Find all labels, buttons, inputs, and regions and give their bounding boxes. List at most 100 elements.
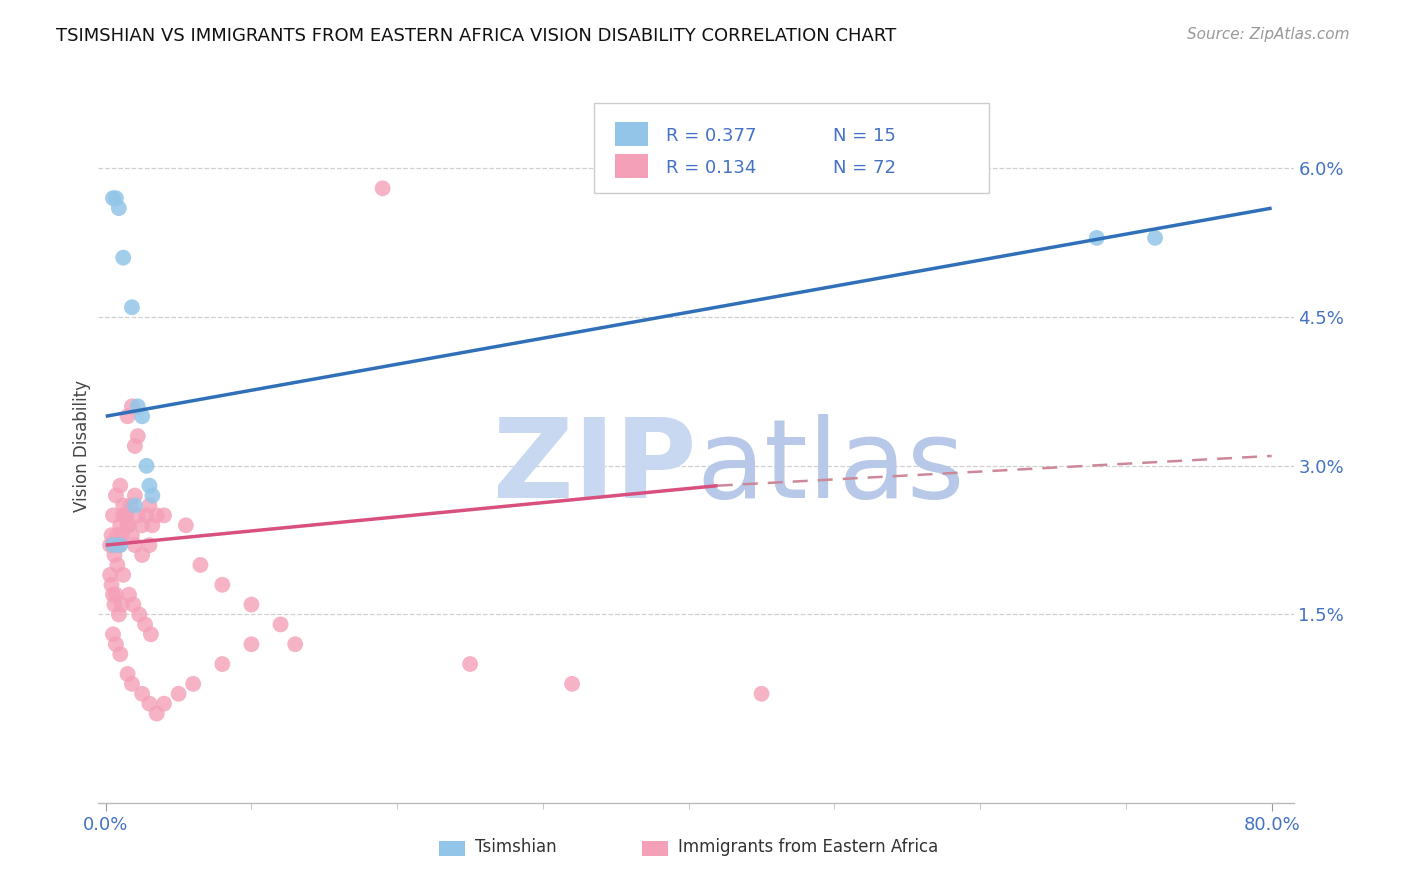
Point xyxy=(134,617,156,632)
Point xyxy=(108,607,131,622)
Text: R = 0.377: R = 0.377 xyxy=(666,127,756,145)
Point xyxy=(104,489,127,503)
Point xyxy=(115,508,138,523)
Point xyxy=(117,667,139,681)
Point xyxy=(751,687,773,701)
Point xyxy=(121,300,143,314)
Point xyxy=(121,400,143,414)
Text: Source: ZipAtlas.com: Source: ZipAtlas.com xyxy=(1187,27,1350,42)
Point xyxy=(104,588,127,602)
Point xyxy=(138,499,160,513)
Text: R = 0.134: R = 0.134 xyxy=(666,159,756,177)
Point xyxy=(141,489,163,503)
Point xyxy=(105,528,128,542)
Point xyxy=(145,706,167,721)
Point xyxy=(167,687,190,701)
Point xyxy=(112,508,135,523)
Text: ZIP: ZIP xyxy=(492,414,696,521)
Point xyxy=(139,627,162,641)
Point xyxy=(112,499,135,513)
Point xyxy=(104,637,127,651)
Text: atlas: atlas xyxy=(696,414,965,521)
Text: TSIMSHIAN VS IMMIGRANTS FROM EASTERN AFRICA VISION DISABILITY CORRELATION CHART: TSIMSHIAN VS IMMIGRANTS FROM EASTERN AFR… xyxy=(56,27,897,45)
Point xyxy=(211,578,233,592)
Bar xyxy=(439,840,465,856)
Point xyxy=(128,607,150,622)
Point xyxy=(135,458,157,473)
Point xyxy=(112,251,135,265)
Point xyxy=(138,538,160,552)
Bar xyxy=(614,122,648,146)
Point xyxy=(135,508,157,523)
Point xyxy=(104,538,127,552)
Point xyxy=(124,489,146,503)
FancyBboxPatch shape xyxy=(595,103,988,193)
Text: Immigrants from Eastern Africa: Immigrants from Eastern Africa xyxy=(678,838,938,856)
Point xyxy=(174,518,197,533)
Point xyxy=(122,598,145,612)
Point xyxy=(127,429,149,443)
Point xyxy=(117,409,139,424)
Point xyxy=(124,439,146,453)
Point xyxy=(101,588,124,602)
Point xyxy=(118,588,141,602)
Point xyxy=(131,548,153,562)
Point xyxy=(153,508,176,523)
Point xyxy=(211,657,233,671)
Point xyxy=(104,191,127,205)
Point xyxy=(105,558,128,572)
Point xyxy=(101,538,124,552)
Point xyxy=(108,538,131,552)
Point xyxy=(138,697,160,711)
Point xyxy=(240,637,263,651)
Point xyxy=(112,567,135,582)
Point xyxy=(131,518,153,533)
Point xyxy=(117,518,139,533)
Text: N = 72: N = 72 xyxy=(834,159,897,177)
Point xyxy=(110,538,132,552)
Text: N = 15: N = 15 xyxy=(834,127,896,145)
Point xyxy=(1085,231,1108,245)
Point xyxy=(181,677,204,691)
Point xyxy=(111,598,134,612)
Point xyxy=(101,191,124,205)
Point xyxy=(371,181,394,195)
Point xyxy=(127,508,149,523)
Point xyxy=(101,508,124,523)
Point xyxy=(131,687,153,701)
Point xyxy=(103,598,125,612)
Point xyxy=(110,647,132,661)
Point xyxy=(145,508,167,523)
Point xyxy=(98,567,121,582)
Point xyxy=(141,518,163,533)
Point xyxy=(103,548,125,562)
Point xyxy=(153,697,176,711)
Point xyxy=(100,528,122,542)
Text: Tsimshian: Tsimshian xyxy=(475,838,557,856)
Point xyxy=(100,578,122,592)
Point xyxy=(121,528,143,542)
Point xyxy=(120,499,142,513)
Point xyxy=(124,538,146,552)
Point xyxy=(108,201,131,215)
Bar xyxy=(614,154,648,178)
Point xyxy=(240,598,263,612)
Point xyxy=(138,478,160,492)
Point xyxy=(458,657,481,671)
Bar xyxy=(643,840,668,856)
Point xyxy=(131,409,153,424)
Point xyxy=(101,538,124,552)
Point xyxy=(270,617,292,632)
Point xyxy=(190,558,212,572)
Point xyxy=(111,528,134,542)
Point xyxy=(124,499,146,513)
Point xyxy=(98,538,121,552)
Point xyxy=(561,677,583,691)
Point xyxy=(110,518,132,533)
Point xyxy=(1144,231,1167,245)
Point xyxy=(284,637,307,651)
Point xyxy=(101,627,124,641)
Point xyxy=(114,508,136,523)
Point xyxy=(127,400,149,414)
Point xyxy=(110,478,132,492)
